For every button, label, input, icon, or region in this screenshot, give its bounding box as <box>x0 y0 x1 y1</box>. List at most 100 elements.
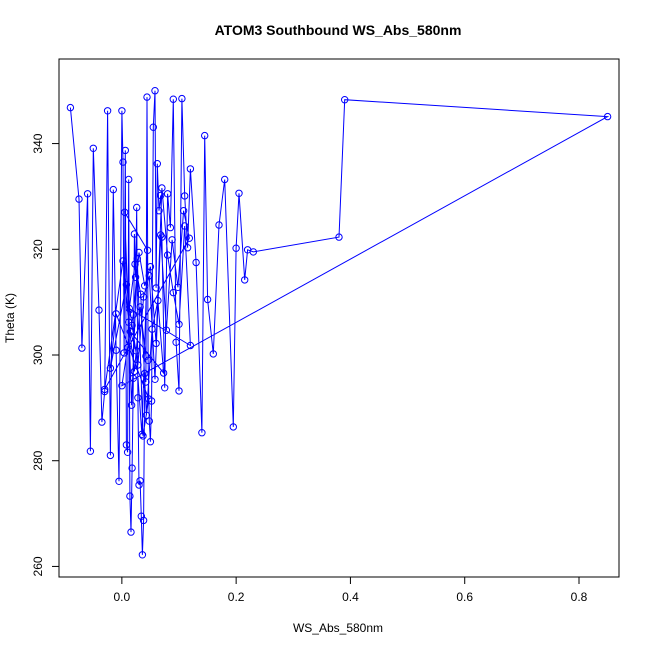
data-point <box>215 221 223 229</box>
data-point <box>130 367 139 376</box>
x-axis: 0.0 0.2 0.4 0.6 0.8 <box>114 576 588 604</box>
data-point <box>163 190 172 198</box>
data-point <box>148 325 156 333</box>
data-point <box>125 318 133 326</box>
data-point <box>129 374 138 382</box>
data-point <box>101 387 109 396</box>
series-layer <box>66 87 612 559</box>
x-axis-label: WS_Abs_580nm <box>293 621 383 635</box>
data-point <box>145 417 154 425</box>
data-point <box>123 448 132 456</box>
data-point <box>142 378 150 386</box>
data-point <box>192 258 200 267</box>
data-point <box>119 158 127 166</box>
data-point <box>157 231 165 239</box>
data-point <box>175 387 183 395</box>
y-tick-label: 340 <box>31 133 45 153</box>
data-point <box>335 233 343 241</box>
data-point <box>122 281 131 289</box>
data-point <box>115 477 123 485</box>
data-point <box>151 375 159 383</box>
data-point <box>181 192 189 200</box>
data-point <box>133 203 141 212</box>
data-point <box>135 481 143 489</box>
data-point <box>128 464 136 472</box>
data-point <box>178 94 186 103</box>
data-point <box>186 341 195 350</box>
data-point <box>136 477 144 485</box>
data-point <box>158 184 166 192</box>
data-point <box>145 395 153 403</box>
data-point <box>119 257 127 265</box>
data-point <box>235 189 243 198</box>
data-point <box>118 107 126 115</box>
data-point <box>139 432 147 440</box>
data-point <box>143 246 152 255</box>
data-point <box>341 96 349 104</box>
data-point <box>209 350 218 358</box>
data-point <box>172 338 180 346</box>
data-point <box>146 263 155 271</box>
data-point <box>232 244 240 252</box>
data-point <box>109 185 118 194</box>
data-point <box>131 273 140 281</box>
data-point <box>169 288 178 297</box>
data-point <box>137 512 146 520</box>
data-point <box>161 384 169 392</box>
data-point <box>120 349 128 357</box>
data-point <box>152 284 160 292</box>
data-point <box>186 165 195 173</box>
data-point <box>125 304 134 313</box>
y-tick-label: 300 <box>31 345 45 365</box>
data-point <box>89 144 98 153</box>
data-point <box>179 207 188 215</box>
data-point <box>154 296 162 305</box>
x-tick-label: 0.2 <box>228 590 245 604</box>
data-point <box>163 251 172 259</box>
chart-title: ATOM3 Southbound WS_Abs_580nm <box>215 22 462 38</box>
data-point <box>162 326 171 334</box>
data-point <box>126 492 134 500</box>
data-point <box>138 430 146 438</box>
data-point <box>138 551 147 559</box>
y-tick-label: 320 <box>31 239 45 259</box>
data-point <box>153 160 162 168</box>
data-point <box>121 146 130 155</box>
data-point <box>133 255 142 263</box>
x-tick-label: 0.0 <box>114 590 131 604</box>
data-point <box>139 516 148 525</box>
data-point <box>142 411 151 419</box>
data-point <box>112 346 120 354</box>
data-point <box>143 93 151 101</box>
data-point <box>181 222 189 230</box>
data-point <box>75 195 83 203</box>
data-point <box>142 352 150 360</box>
data-point <box>86 447 95 455</box>
data-point <box>101 385 109 394</box>
data-point <box>129 311 138 319</box>
data-point <box>83 190 92 198</box>
data-point <box>130 230 139 238</box>
data-point <box>127 401 136 409</box>
data-point <box>106 364 115 372</box>
data-point <box>141 369 149 378</box>
data-point <box>118 382 126 390</box>
data-point <box>134 394 142 402</box>
data-point <box>249 248 258 256</box>
data-point <box>66 103 75 112</box>
x-tick-label: 0.8 <box>571 590 588 604</box>
data-point <box>139 293 148 301</box>
data-point <box>183 244 192 252</box>
data-point <box>149 123 158 131</box>
data-point <box>121 208 129 217</box>
data-point <box>175 320 183 328</box>
data-point <box>127 528 135 536</box>
y-axis-label: Theta (K) <box>3 293 17 343</box>
data-point <box>229 423 238 431</box>
data-point <box>174 283 182 291</box>
data-point <box>198 429 206 437</box>
y-axis: 260 280 300 320 340 <box>31 133 60 576</box>
data-point <box>603 112 612 121</box>
